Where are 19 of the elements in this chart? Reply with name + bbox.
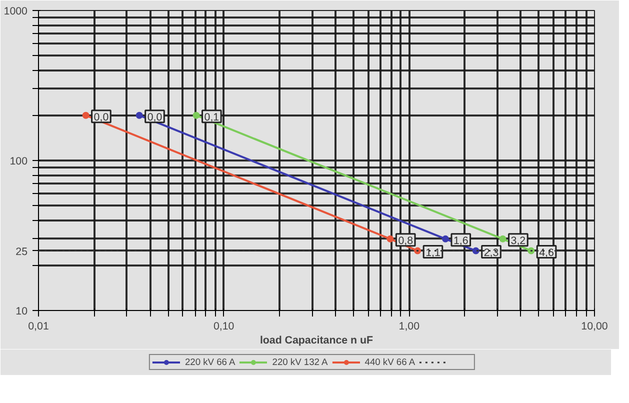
legend-label: 220 kV 132 A [272, 357, 328, 367]
legend-label: 220 kV 66 A [184, 357, 236, 367]
annotation: 3,2 [510, 234, 526, 247]
annotation: 2,3 [484, 246, 499, 259]
x-tick-label: 0,01 [28, 320, 49, 332]
annotation: 1,6 [453, 234, 468, 247]
annotation: 0,1 [204, 111, 220, 124]
y-tick-label: 10 [16, 306, 28, 318]
y-tick-label: 25 [16, 246, 28, 258]
annotation: 0,0 [94, 111, 109, 124]
x-tick-label: 0,10 [213, 320, 234, 332]
y-tick-label: 100 [10, 156, 28, 168]
annotation: 0,0 [147, 111, 162, 124]
legend-label: 440 kV 66 A [364, 357, 416, 367]
x-tick-label: 1,00 [398, 320, 420, 332]
x-tick-label: 10,00 [581, 320, 608, 332]
annotation: 0,8 [398, 234, 414, 247]
y-tick-label: 1000 [4, 6, 28, 18]
x-axis-title: load Capacitance n uF [260, 334, 374, 346]
